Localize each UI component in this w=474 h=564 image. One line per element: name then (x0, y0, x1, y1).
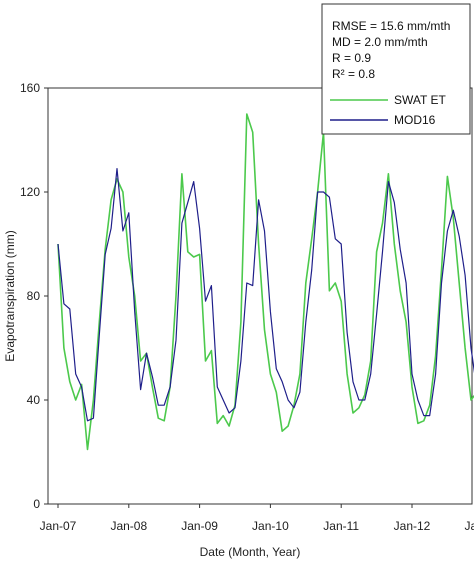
plot-frame (47, 87, 473, 505)
stat-md: MD = 2.0 mm/mth (332, 35, 428, 49)
series-layer (57, 113, 474, 451)
x-tick-label: Jan-07 (40, 519, 77, 533)
x-tick-label: Jan-12 (394, 519, 431, 533)
series-line-swat-et (57, 113, 474, 451)
y-tick-label: 40 (27, 393, 41, 407)
stats-legend-frame (321, 3, 471, 135)
y-tick-label: 0 (33, 497, 40, 511)
stat-r-squared: R² = 0.8 (332, 67, 375, 81)
y-tick-label: 120 (20, 185, 40, 199)
legend-swat-et-label: SWAT ET (394, 93, 446, 107)
stats-legend-box: RMSE = 15.6 mm/mth MD = 2.0 mm/mth R = 0… (321, 3, 471, 135)
x-axis-ticks: Jan-07 Jan-08 Jan-09 Jan-10 Jan-11 Jan-12 Jan-… (40, 504, 474, 533)
x-tick-label: Jan-10 (252, 519, 289, 533)
y-axis-label: Evapotranspiration (mm) (3, 230, 17, 361)
y-tick-label: 160 (20, 81, 40, 95)
stat-r: R = 0.9 (332, 51, 371, 65)
y-axis-ticks: 0 40 80 120 160 (20, 81, 48, 511)
x-tick-label: Jan-11 (323, 519, 359, 533)
x-tick-label: Jan-13 (464, 519, 474, 533)
legend-mod16-label: MOD16 (394, 113, 436, 127)
series-line-mod16 (57, 168, 474, 422)
stat-rmse: RMSE = 15.6 mm/mth (332, 19, 450, 33)
x-tick-label: Jan-09 (181, 519, 218, 533)
y-tick-label: 80 (27, 289, 41, 303)
x-axis-label: Date (Month, Year) (200, 545, 301, 559)
x-tick-label: Jan-08 (110, 519, 147, 533)
plot-area (47, 87, 473, 505)
